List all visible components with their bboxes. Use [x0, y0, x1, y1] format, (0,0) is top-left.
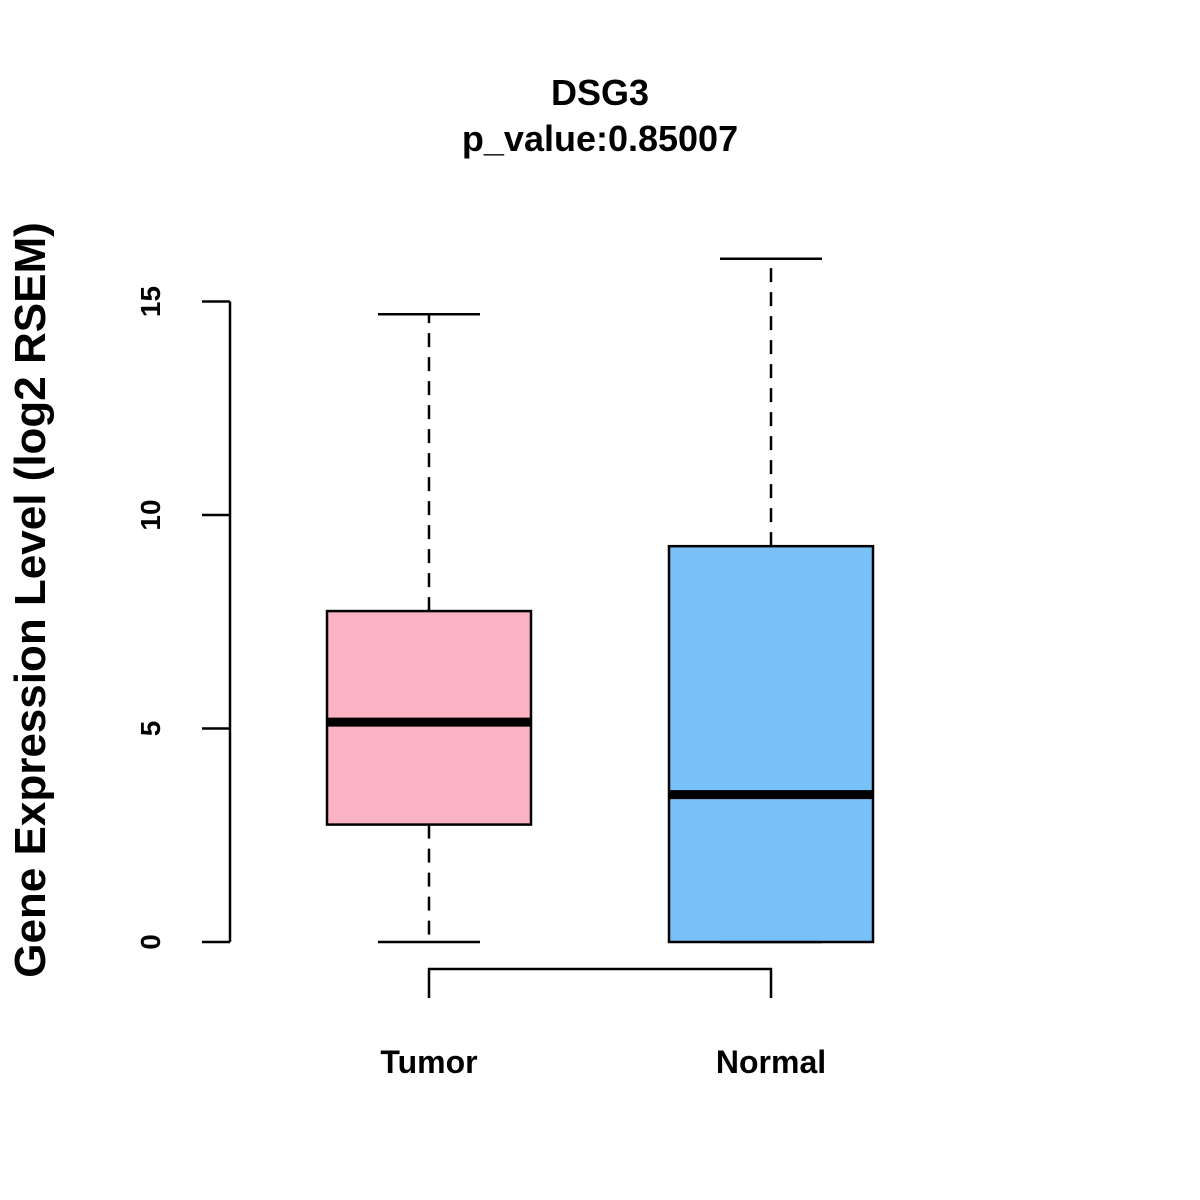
y-tick-label: 10: [135, 499, 166, 530]
comparison-bracket: [427, 967, 773, 998]
y-axis-label: Gene Expression Level (log2 RSEM): [6, 222, 55, 978]
chart-subtitle: p_value:0.85007: [462, 118, 738, 159]
y-axis: 0 5 10 15: [135, 286, 232, 950]
y-tick-label: 0: [135, 934, 166, 950]
category-label-tumor: Tumor: [380, 1044, 477, 1080]
category-labels: Tumor Normal: [380, 1044, 826, 1080]
bracket-line: [427, 967, 773, 998]
y-tick-label: 15: [135, 286, 166, 317]
boxes-group: [325, 257, 875, 944]
iqr-box: [667, 544, 875, 944]
chart-title: DSG3: [551, 72, 649, 113]
box-normal: [667, 257, 875, 944]
y-tick-label: 5: [135, 721, 166, 737]
category-label-normal: Normal: [716, 1044, 826, 1080]
box-tumor: [325, 313, 533, 944]
